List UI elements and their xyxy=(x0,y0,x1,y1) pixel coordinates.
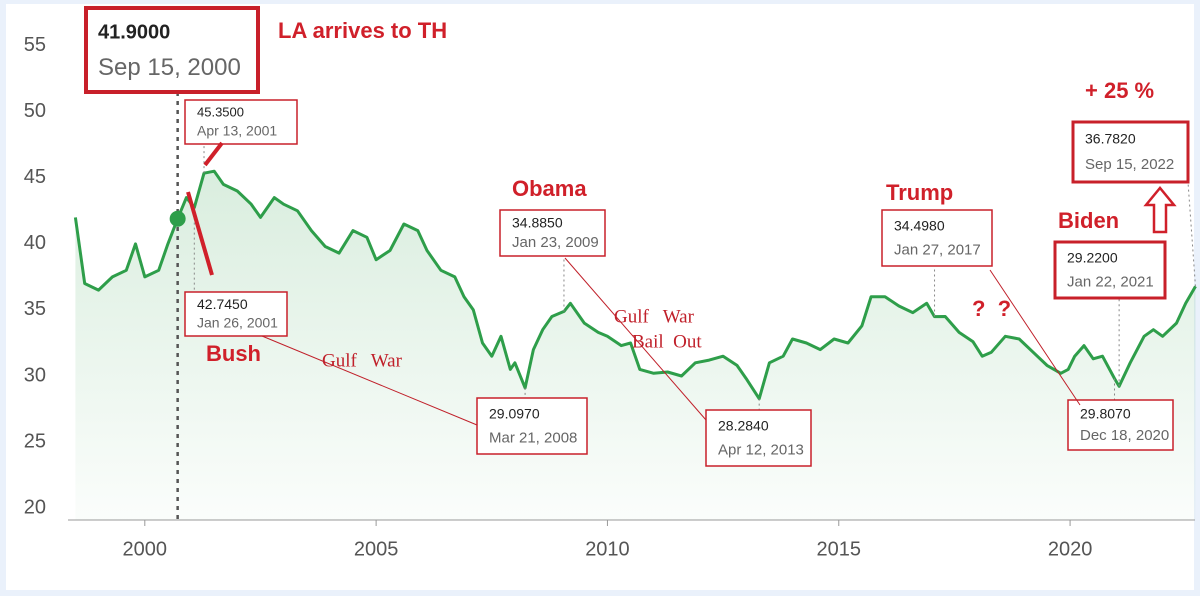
y-tick-label: 50 xyxy=(24,100,46,122)
annotation-value: 41.9000 xyxy=(98,21,170,43)
annotation-note: Gulf War xyxy=(614,306,695,327)
x-tick-label: 2005 xyxy=(354,538,399,560)
connector xyxy=(564,257,707,421)
annotation-note: Bush xyxy=(206,341,261,366)
annotation-value: 29.0970 xyxy=(489,406,540,422)
line xyxy=(73,169,1197,401)
annotation-box xyxy=(705,409,812,467)
connector xyxy=(186,191,214,276)
annotation-note: Obama xyxy=(512,176,587,201)
y-tick-label: 35 xyxy=(24,298,46,320)
connector xyxy=(989,269,1081,406)
annotation-box xyxy=(881,209,993,267)
annotation-note: Gulf War xyxy=(322,350,403,371)
annotation-box xyxy=(1053,240,1167,300)
annotation-value: 36.7820 xyxy=(1085,131,1136,147)
connector xyxy=(203,141,224,167)
x-tick-label: 2010 xyxy=(585,538,630,560)
annotation-value: 34.8850 xyxy=(512,215,563,231)
annotation-note: Bail Out xyxy=(632,331,702,352)
annotation-box xyxy=(184,291,288,337)
annotation-box xyxy=(476,397,588,455)
connector xyxy=(261,335,478,426)
annotation-date: Mar 21, 2008 xyxy=(489,429,577,446)
annotation-date: Jan 23, 2009 xyxy=(512,234,599,251)
annotation-value: 29.8070 xyxy=(1080,406,1131,422)
annotation-box xyxy=(184,99,298,145)
y-tick-label: 25 xyxy=(24,430,46,452)
y-tick-label: 45 xyxy=(24,166,46,188)
x-tick-label: 2015 xyxy=(817,538,862,560)
annotation-date: Sep 15, 2022 xyxy=(1085,156,1174,173)
annotation-note: + 25 % xyxy=(1085,78,1154,103)
annotation-date: Apr 12, 2013 xyxy=(718,441,804,458)
x-tick-label: 2020 xyxy=(1048,538,1093,560)
annotation-note: LA arrives to TH xyxy=(278,18,447,43)
y-tick-label: 40 xyxy=(24,232,46,254)
annotation-value: 42.7450 xyxy=(197,296,248,312)
annotation-value: 28.2840 xyxy=(718,418,769,434)
annotation-note: Biden xyxy=(1058,208,1119,233)
annotation-date: Jan 26, 2001 xyxy=(197,314,278,330)
x-tick-label: 2000 xyxy=(123,538,168,560)
y-tick-label: 30 xyxy=(24,364,46,386)
annotation-box xyxy=(1071,120,1190,184)
annotation-value: 34.4980 xyxy=(894,218,945,234)
annotation-value: 45.3500 xyxy=(197,105,244,120)
arrow xyxy=(1143,186,1177,234)
annotation-note: Trump xyxy=(886,180,953,205)
y-tick-label: 55 xyxy=(24,34,46,56)
annotation-box xyxy=(84,6,260,94)
annotation-date: Sep 15, 2000 xyxy=(98,54,241,81)
y-tick-label: 20 xyxy=(24,496,46,518)
annotation-box xyxy=(1067,399,1174,451)
annotation-date: Jan 27, 2017 xyxy=(894,241,981,258)
area-fill xyxy=(75,171,1196,520)
annotation-box xyxy=(499,209,606,257)
annotation-date: Dec 18, 2020 xyxy=(1080,427,1169,444)
annotation-value: 29.2200 xyxy=(1067,250,1118,266)
point xyxy=(169,210,186,227)
annotation-date: Jan 22, 2021 xyxy=(1067,273,1154,290)
annotation-date: Apr 13, 2001 xyxy=(197,122,277,138)
annotation-note: ? ? xyxy=(972,296,1011,321)
